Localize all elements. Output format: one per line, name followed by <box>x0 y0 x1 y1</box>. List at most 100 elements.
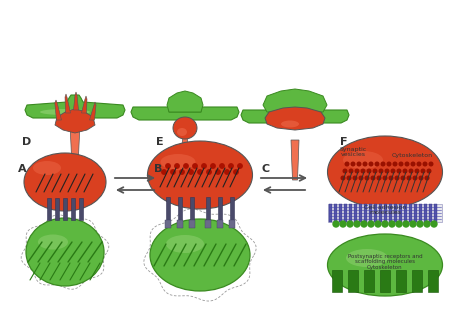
Polygon shape <box>131 107 239 120</box>
Polygon shape <box>73 92 79 110</box>
Text: Postsynaptic receptors and
scaffolding molecules
Cytoskeleton: Postsynaptic receptors and scaffolding m… <box>348 254 422 270</box>
Circle shape <box>375 162 379 166</box>
Bar <box>205 220 211 228</box>
Polygon shape <box>55 100 62 120</box>
Bar <box>380 204 383 222</box>
Ellipse shape <box>281 121 299 127</box>
Polygon shape <box>287 108 303 116</box>
Circle shape <box>216 170 220 174</box>
Circle shape <box>385 169 389 173</box>
Polygon shape <box>90 102 96 120</box>
Circle shape <box>351 162 355 166</box>
Circle shape <box>238 164 242 168</box>
Ellipse shape <box>40 109 90 115</box>
Polygon shape <box>182 135 189 180</box>
Circle shape <box>399 162 403 166</box>
Bar <box>428 270 438 292</box>
Text: E: E <box>156 137 164 147</box>
Circle shape <box>393 162 397 166</box>
Bar <box>177 220 183 228</box>
Bar <box>435 204 438 222</box>
Circle shape <box>229 164 233 168</box>
Text: Cell adhesion
molecules: Cell adhesion molecules <box>364 204 406 215</box>
Circle shape <box>419 176 423 180</box>
Circle shape <box>333 221 339 227</box>
Circle shape <box>357 162 361 166</box>
Circle shape <box>397 169 401 173</box>
Circle shape <box>347 176 351 180</box>
Polygon shape <box>291 140 299 180</box>
Circle shape <box>389 221 395 227</box>
Polygon shape <box>265 107 325 130</box>
Ellipse shape <box>161 154 195 170</box>
Bar <box>384 204 388 222</box>
Circle shape <box>396 221 402 227</box>
Ellipse shape <box>173 117 197 139</box>
Polygon shape <box>167 91 203 112</box>
Bar <box>329 204 332 222</box>
Circle shape <box>395 176 399 180</box>
Circle shape <box>389 176 393 180</box>
Circle shape <box>387 162 391 166</box>
Circle shape <box>355 169 359 173</box>
Circle shape <box>361 221 367 227</box>
Bar <box>370 204 373 222</box>
Bar <box>63 198 67 220</box>
Polygon shape <box>241 110 349 123</box>
Bar <box>359 204 363 222</box>
Circle shape <box>423 162 427 166</box>
Polygon shape <box>55 109 95 133</box>
Circle shape <box>369 162 373 166</box>
Circle shape <box>198 170 202 174</box>
Circle shape <box>207 170 211 174</box>
Circle shape <box>368 221 374 227</box>
Ellipse shape <box>147 141 253 209</box>
Circle shape <box>429 162 433 166</box>
Ellipse shape <box>177 128 187 136</box>
Circle shape <box>373 169 377 173</box>
Circle shape <box>379 169 383 173</box>
Bar <box>332 270 342 292</box>
Circle shape <box>377 176 381 180</box>
Circle shape <box>341 176 345 180</box>
Circle shape <box>353 176 357 180</box>
Circle shape <box>202 164 206 168</box>
Circle shape <box>171 170 175 174</box>
Circle shape <box>349 169 353 173</box>
Bar <box>349 204 353 222</box>
Ellipse shape <box>150 219 250 291</box>
Circle shape <box>375 221 381 227</box>
Bar <box>79 198 83 220</box>
Circle shape <box>382 221 388 227</box>
Circle shape <box>363 162 367 166</box>
Ellipse shape <box>24 153 106 211</box>
Circle shape <box>189 170 193 174</box>
Ellipse shape <box>26 218 104 286</box>
Text: F: F <box>340 137 347 147</box>
Bar <box>412 270 422 292</box>
Bar <box>71 198 75 220</box>
Circle shape <box>162 170 166 174</box>
Bar <box>404 204 408 222</box>
Bar <box>217 220 223 228</box>
Circle shape <box>410 221 416 227</box>
Bar <box>380 270 390 292</box>
Bar <box>206 197 210 222</box>
Circle shape <box>180 170 184 174</box>
Circle shape <box>413 176 417 180</box>
Text: Synaptic
vesicles: Synaptic vesicles <box>339 147 366 157</box>
Bar <box>348 270 358 292</box>
Circle shape <box>431 221 437 227</box>
Circle shape <box>340 221 346 227</box>
Ellipse shape <box>166 235 204 253</box>
Text: Cytoskeleton: Cytoskeleton <box>392 153 433 157</box>
Circle shape <box>403 221 409 227</box>
Circle shape <box>391 169 395 173</box>
Polygon shape <box>25 95 125 118</box>
Circle shape <box>403 169 407 173</box>
Circle shape <box>211 164 215 168</box>
Circle shape <box>407 176 411 180</box>
Circle shape <box>184 164 188 168</box>
Bar <box>178 197 182 222</box>
Circle shape <box>405 162 409 166</box>
